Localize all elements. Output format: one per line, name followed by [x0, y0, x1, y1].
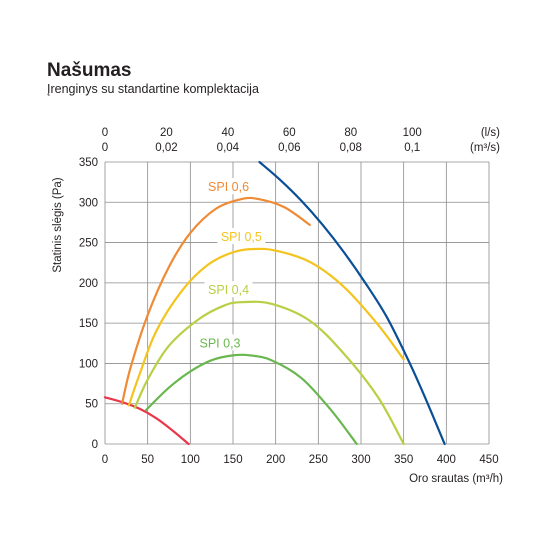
top-tick-label-m3s: 0,04	[217, 142, 240, 154]
x-tick-label: 400	[437, 454, 456, 466]
x-tick-label: 350	[394, 454, 413, 466]
top-tick-label-ls: 100	[403, 127, 422, 139]
x-tick-label: 450	[479, 454, 498, 466]
x-tick-label: 0	[102, 454, 108, 466]
chart-grid	[104, 161, 490, 445]
top-axis-unit-m3s: (m³/s)	[470, 142, 500, 154]
top-tick-label-ls: 40	[221, 127, 234, 139]
top-tick-label-m3s: 0,02	[155, 142, 177, 154]
series-spi-0-5-label-bg	[217, 228, 266, 245]
series-line-0-line	[258, 160, 446, 446]
series-spi-0-4-label: SPI 0,4	[208, 283, 249, 297]
x-tick-label: 150	[223, 454, 242, 466]
y-tick-label: 250	[79, 238, 98, 250]
top-tick-label-ls: 0	[102, 127, 108, 139]
series-spi-0-3-line	[144, 353, 358, 446]
x-tick-label: 200	[266, 454, 285, 466]
series-line-1-line	[103, 396, 190, 446]
series-spi-0-4-label-bg	[204, 281, 253, 298]
chart-title: Našumas	[47, 60, 132, 81]
top-tick-label-m3s: 0,06	[278, 142, 300, 154]
series-spi-0-3-label: SPI 0,3	[200, 336, 241, 350]
y-tick-label: 300	[79, 197, 98, 209]
x-tick-label: 100	[181, 454, 200, 466]
chart-labels: Oro srautas (m³/h) Statinis slėgis (Pa) …	[52, 127, 503, 485]
x-tick-label: 250	[309, 454, 328, 466]
top-axis-unit-ls: (l/s)	[481, 127, 500, 139]
top-tick-label-ls: 60	[283, 127, 296, 139]
y-tick-label: 100	[79, 358, 98, 370]
x-axis-label: Oro srautas (m³/h)	[409, 473, 503, 485]
series-spi-0-3-label-bg	[196, 334, 244, 351]
chart-ticks: 0 50 100 150 200 250 300 350 400 4500501001502002…	[79, 127, 499, 466]
series-spi-0-5-line	[127, 247, 405, 407]
x-tick-label: 50	[141, 454, 154, 466]
top-tick-label-ls: 20	[160, 127, 173, 139]
y-tick-label: 150	[79, 318, 98, 330]
series-spi-0-5-label: SPI 0,5	[221, 230, 262, 244]
chart-curves: SPI 0,6 SPI 0,5 SPI 0,4 SPI 0,3	[103, 160, 446, 446]
top-tick-label-m3s: 0,1	[404, 142, 420, 154]
series-spi-0-6-line	[120, 196, 311, 405]
top-tick-label-ls: 80	[344, 127, 357, 139]
chart-subtitle: Įrenginys su standartine komplektacija	[47, 82, 259, 96]
top-tick-label-m3s: 0,08	[340, 142, 362, 154]
x-tick-label: 300	[351, 454, 370, 466]
y-tick-label: 50	[85, 399, 98, 411]
series-spi-0-6-label-bg	[204, 178, 253, 195]
y-tick-label: 350	[79, 157, 98, 169]
y-tick-label: 0	[92, 439, 98, 451]
top-tick-label-m3s: 0	[102, 142, 108, 154]
series-spi-0-6-label: SPI 0,6	[208, 180, 249, 194]
y-axis-label: Statinis slėgis (Pa)	[52, 177, 64, 272]
series-spi-0-4-line	[133, 300, 405, 446]
y-tick-label: 200	[79, 278, 98, 290]
